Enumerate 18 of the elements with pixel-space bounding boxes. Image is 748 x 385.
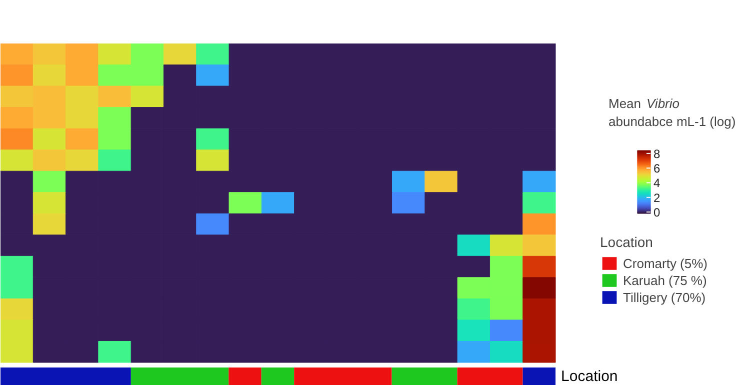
color-bar-label: 0 xyxy=(654,206,660,220)
bar xyxy=(0,368,131,385)
bar xyxy=(228,368,262,385)
color-bar-title: Mean Vibrio abundabce mL-1 (log) xyxy=(608,96,736,129)
bar xyxy=(392,368,458,385)
bar xyxy=(261,368,294,385)
bar xyxy=(457,368,523,385)
legend-title: Location xyxy=(600,234,654,250)
color-bar-label: 4 xyxy=(654,176,660,190)
bar xyxy=(294,368,392,385)
color-bar-label: 6 xyxy=(654,162,660,176)
bar xyxy=(522,368,556,385)
legend-label: Cromarty (5%) xyxy=(623,255,708,271)
color-bar-label: 8 xyxy=(654,146,660,161)
bar xyxy=(130,368,229,385)
legend-label: Karuah (75 %) xyxy=(623,272,707,288)
legend-label: Tilligery (70%) xyxy=(623,289,706,305)
color-bar-label: 2 xyxy=(654,190,660,205)
